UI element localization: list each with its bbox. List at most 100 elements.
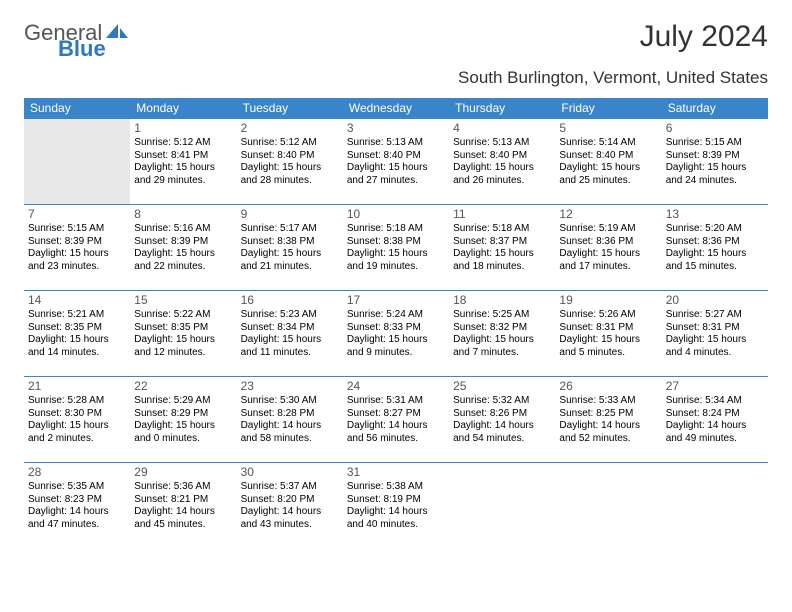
sunset-line: Sunset: 8:36 PM bbox=[559, 236, 657, 249]
daylight-line: Daylight: 14 hours and 49 minutes. bbox=[666, 420, 764, 445]
day-number: 25 bbox=[453, 379, 551, 394]
sunset-line: Sunset: 8:34 PM bbox=[241, 322, 339, 335]
sunrise-line: Sunrise: 5:19 AM bbox=[559, 223, 657, 236]
daylight-line: Daylight: 15 hours and 17 minutes. bbox=[559, 248, 657, 273]
day-number: 3 bbox=[347, 121, 445, 136]
weekday-header: Friday bbox=[555, 98, 661, 119]
day-number: 30 bbox=[241, 465, 339, 480]
sunset-line: Sunset: 8:37 PM bbox=[453, 236, 551, 249]
daylight-line: Daylight: 15 hours and 23 minutes. bbox=[28, 248, 126, 273]
sunset-line: Sunset: 8:40 PM bbox=[559, 150, 657, 163]
daylight-line: Daylight: 15 hours and 18 minutes. bbox=[453, 248, 551, 273]
sunset-line: Sunset: 8:38 PM bbox=[241, 236, 339, 249]
sunrise-line: Sunrise: 5:12 AM bbox=[241, 137, 339, 150]
calendar-day-cell: 6Sunrise: 5:15 AMSunset: 8:39 PMDaylight… bbox=[662, 119, 768, 205]
daylight-line: Daylight: 15 hours and 22 minutes. bbox=[134, 248, 232, 273]
sunset-line: Sunset: 8:40 PM bbox=[453, 150, 551, 163]
page-title: July 2024 bbox=[640, 20, 768, 54]
day-number: 10 bbox=[347, 207, 445, 222]
sunrise-line: Sunrise: 5:15 AM bbox=[28, 223, 126, 236]
day-number: 8 bbox=[134, 207, 232, 222]
day-number: 1 bbox=[134, 121, 232, 136]
sunrise-line: Sunrise: 5:34 AM bbox=[666, 395, 764, 408]
day-number: 16 bbox=[241, 293, 339, 308]
day-number: 28 bbox=[28, 465, 126, 480]
daylight-line: Daylight: 14 hours and 58 minutes. bbox=[241, 420, 339, 445]
calendar-week-row: 7Sunrise: 5:15 AMSunset: 8:39 PMDaylight… bbox=[24, 205, 768, 291]
calendar-day-cell: 23Sunrise: 5:30 AMSunset: 8:28 PMDayligh… bbox=[237, 377, 343, 463]
weekday-header: Monday bbox=[130, 98, 236, 119]
sunrise-line: Sunrise: 5:37 AM bbox=[241, 481, 339, 494]
calendar-day-cell: 9Sunrise: 5:17 AMSunset: 8:38 PMDaylight… bbox=[237, 205, 343, 291]
sunrise-line: Sunrise: 5:18 AM bbox=[453, 223, 551, 236]
sunrise-line: Sunrise: 5:28 AM bbox=[28, 395, 126, 408]
day-number: 26 bbox=[559, 379, 657, 394]
daylight-line: Daylight: 14 hours and 56 minutes. bbox=[347, 420, 445, 445]
sunset-line: Sunset: 8:39 PM bbox=[134, 236, 232, 249]
sunrise-line: Sunrise: 5:31 AM bbox=[347, 395, 445, 408]
day-number: 29 bbox=[134, 465, 232, 480]
daylight-line: Daylight: 15 hours and 11 minutes. bbox=[241, 334, 339, 359]
sunrise-line: Sunrise: 5:18 AM bbox=[347, 223, 445, 236]
sunrise-line: Sunrise: 5:17 AM bbox=[241, 223, 339, 236]
sunrise-line: Sunrise: 5:30 AM bbox=[241, 395, 339, 408]
day-number: 23 bbox=[241, 379, 339, 394]
calendar-day-cell bbox=[662, 463, 768, 549]
sunset-line: Sunset: 8:24 PM bbox=[666, 408, 764, 421]
sunrise-line: Sunrise: 5:21 AM bbox=[28, 309, 126, 322]
daylight-line: Daylight: 15 hours and 24 minutes. bbox=[666, 162, 764, 187]
day-number: 14 bbox=[28, 293, 126, 308]
day-number: 5 bbox=[559, 121, 657, 136]
sunrise-line: Sunrise: 5:36 AM bbox=[134, 481, 232, 494]
daylight-line: Daylight: 15 hours and 9 minutes. bbox=[347, 334, 445, 359]
calendar-day-cell: 28Sunrise: 5:35 AMSunset: 8:23 PMDayligh… bbox=[24, 463, 130, 549]
calendar-day-cell: 25Sunrise: 5:32 AMSunset: 8:26 PMDayligh… bbox=[449, 377, 555, 463]
sunrise-line: Sunrise: 5:24 AM bbox=[347, 309, 445, 322]
day-number: 27 bbox=[666, 379, 764, 394]
weekday-header: Thursday bbox=[449, 98, 555, 119]
calendar-day-cell: 10Sunrise: 5:18 AMSunset: 8:38 PMDayligh… bbox=[343, 205, 449, 291]
sunrise-line: Sunrise: 5:20 AM bbox=[666, 223, 764, 236]
sunrise-line: Sunrise: 5:33 AM bbox=[559, 395, 657, 408]
day-number: 22 bbox=[134, 379, 232, 394]
calendar-day-cell bbox=[555, 463, 661, 549]
sunset-line: Sunset: 8:31 PM bbox=[666, 322, 764, 335]
sunset-line: Sunset: 8:31 PM bbox=[559, 322, 657, 335]
calendar-day-cell: 13Sunrise: 5:20 AMSunset: 8:36 PMDayligh… bbox=[662, 205, 768, 291]
calendar-day-cell: 3Sunrise: 5:13 AMSunset: 8:40 PMDaylight… bbox=[343, 119, 449, 205]
calendar-day-cell: 19Sunrise: 5:26 AMSunset: 8:31 PMDayligh… bbox=[555, 291, 661, 377]
calendar-week-row: 14Sunrise: 5:21 AM Sunset: 8:35 PM Dayligh… bbox=[24, 291, 768, 377]
daylight-line: Daylight: 15 hours and 25 minutes. bbox=[559, 162, 657, 187]
sunset-line: Sunset: 8:20 PM bbox=[241, 494, 339, 507]
weekday-header: Tuesday bbox=[237, 98, 343, 119]
calendar-day-cell: 1Sunrise: 5:12 AMSunset: 8:41 PMDaylight… bbox=[130, 119, 236, 205]
day-number: 17 bbox=[347, 293, 445, 308]
calendar-day-cell: 5Sunrise: 5:14 AMSunset: 8:40 PMDaylight… bbox=[555, 119, 661, 205]
calendar-day-cell: 8Sunrise: 5:16 AMSunset: 8:39 PMDaylight… bbox=[130, 205, 236, 291]
calendar-day-cell: 11Sunrise: 5:18 AMSunset: 8:37 PMDayligh… bbox=[449, 205, 555, 291]
day-number: 18 bbox=[453, 293, 551, 308]
weekday-header: Sunday bbox=[24, 98, 130, 119]
calendar-day-cell: 18Sunrise: 5:25 AMSunset: 8:32 PMDayligh… bbox=[449, 291, 555, 377]
day-number: 11 bbox=[453, 207, 551, 222]
sunset-line: Sunset: 8:35 PM bbox=[134, 322, 232, 335]
day-number: 19 bbox=[559, 293, 657, 308]
calendar-day-cell: 29Sunrise: 5:36 AMSunset: 8:21 PMDayligh… bbox=[130, 463, 236, 549]
sunrise-line: Sunrise: 5:13 AM bbox=[453, 137, 551, 150]
day-number: 6 bbox=[666, 121, 764, 136]
calendar-day-cell: 26Sunrise: 5:33 AMSunset: 8:25 PMDayligh… bbox=[555, 377, 661, 463]
calendar-day-cell: 24Sunrise: 5:31 AMSunset: 8:27 PMDayligh… bbox=[343, 377, 449, 463]
weekday-header: Saturday bbox=[662, 98, 768, 119]
daylight-line: Daylight: 14 hours and 45 minutes. bbox=[134, 506, 232, 531]
sunset-line: Sunset: 8:21 PM bbox=[134, 494, 232, 507]
day-number: 9 bbox=[241, 207, 339, 222]
day-number: 15 bbox=[134, 293, 232, 308]
sunrise-line: Sunrise: 5:38 AM bbox=[347, 481, 445, 494]
sunrise-line: Sunrise: 5:12 AM bbox=[134, 137, 232, 150]
daylight-line: Daylight: 15 hours and 7 minutes. bbox=[453, 334, 551, 359]
calendar-week-row: 28Sunrise: 5:35 AMSunset: 8:23 PMDayligh… bbox=[24, 463, 768, 549]
sunrise-line: Sunrise: 5:14 AM bbox=[559, 137, 657, 150]
day-number: 4 bbox=[453, 121, 551, 136]
sunrise-line: Sunrise: 5:13 AM bbox=[347, 137, 445, 150]
daylight-line: Daylight: 15 hours and 29 minutes. bbox=[134, 162, 232, 187]
